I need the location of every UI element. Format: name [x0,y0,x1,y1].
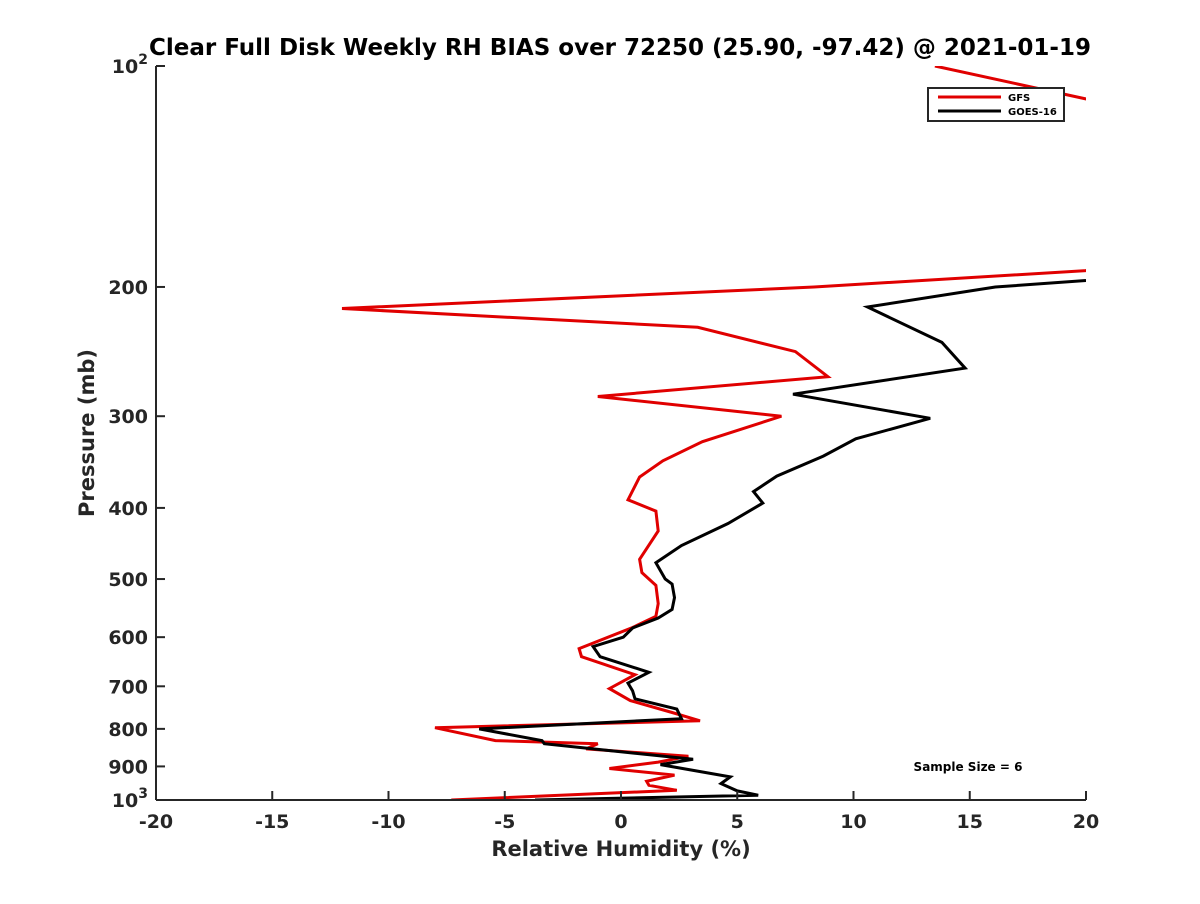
x-axis-label: Relative Humidity (%) [491,837,750,861]
y-tick-label: 600 [108,627,148,649]
x-tick-label: 0 [614,811,627,833]
x-tick-label: -20 [139,811,173,833]
legend-label: GOES-16 [1008,107,1057,118]
legend-label: GFS [1008,93,1030,104]
sample-size-annotation: Sample Size = 6 [914,760,1023,774]
x-tick-label: -5 [494,811,515,833]
y-tick-label: 400 [108,498,148,520]
y-tick-label: 700 [108,676,148,698]
series-line-goes-16 [478,279,1086,800]
y-tick-label: 500 [108,569,148,591]
y-tick-label: 102 [112,52,148,78]
y-axis-label: Pressure (mb) [75,349,99,517]
y-tick-label: 200 [108,277,148,299]
y-tick-label: 300 [108,406,148,428]
x-tick-label: -15 [255,811,289,833]
x-tick-label: 10 [840,811,866,833]
y-tick-label: 900 [108,756,148,778]
plot-series [341,66,1086,800]
x-tick-label: 5 [731,811,744,833]
x-tick-label: 15 [957,811,983,833]
x-tick-label: -10 [371,811,405,833]
chart-title: Clear Full Disk Weekly RH BIAS over 7225… [149,35,1091,61]
y-tick-label: 103 [112,786,148,812]
series-line-gfs [341,66,1086,800]
legend-box [927,87,1065,122]
axes: -20 -15 -10 -5 0 5 10 15 20 102 200 300 400 500 600 700… [108,52,1099,833]
x-tick-label: 20 [1073,811,1099,833]
legend: GFS GOES-16 [927,87,1065,122]
y-tick-label: 800 [108,719,148,741]
